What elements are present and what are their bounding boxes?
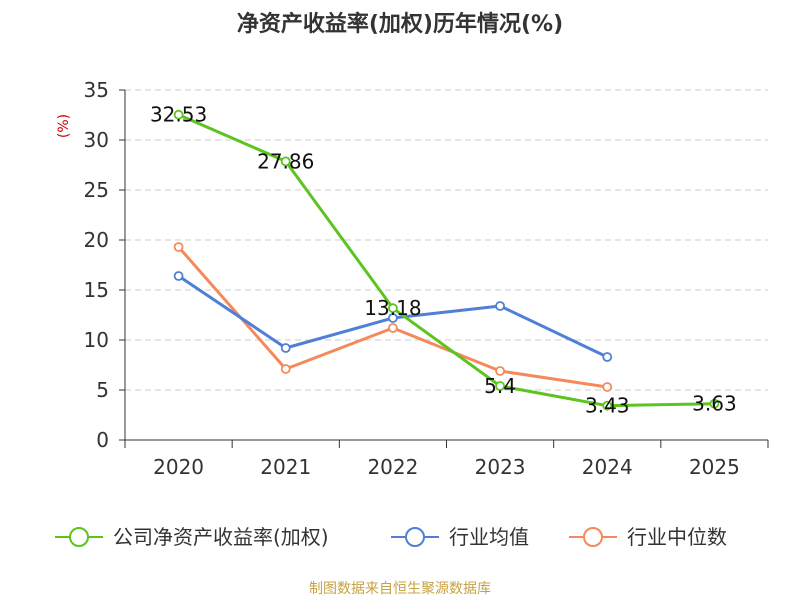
data-point-2 [602, 382, 613, 392]
data-label: 3.43 [585, 394, 630, 418]
x-tick-label: 2023 [475, 455, 526, 479]
data-label: 27.86 [257, 149, 314, 173]
chart-title: 净资产收益率(加权)历年情况(%) [236, 12, 564, 37]
data-point-0 [173, 109, 184, 120]
data-point-1 [602, 352, 613, 362]
data-label: 5.4 [484, 374, 516, 398]
legend-label: 行业中位数 [627, 525, 727, 549]
data-point-1 [280, 343, 291, 353]
grid-lines [125, 89, 768, 391]
y-tick-label: 30 [84, 128, 109, 152]
y-tick-label: 15 [84, 278, 109, 302]
series-line-0 [177, 113, 715, 408]
data-point-0 [602, 400, 613, 411]
data-label: 3.63 [692, 392, 737, 416]
y-tick-label: 10 [84, 328, 109, 352]
data-point-1 [388, 313, 398, 323]
source-note: 制图数据来自恒生聚源数据库 [309, 581, 491, 597]
legend-marker [405, 527, 425, 547]
legend-marker [583, 527, 603, 547]
data-point-2 [388, 323, 398, 333]
data-label: 13.18 [364, 296, 421, 320]
y-tick-label: 35 [84, 78, 109, 102]
data-point-2 [280, 364, 291, 374]
data-point-1 [495, 301, 505, 311]
data-labels: 32.53 27.86 13.18 5.4 3.43 3.63 [150, 103, 737, 418]
data-point-1 [173, 271, 184, 281]
y-tick-label: 20 [84, 228, 109, 252]
x-tick-label: 2021 [260, 455, 311, 479]
series-lines [173, 109, 720, 411]
data-point-0 [280, 156, 291, 167]
data-label: 32.53 [150, 103, 207, 127]
data-point-0 [495, 381, 505, 391]
x-tick-label: 2025 [689, 455, 740, 479]
legend: 公司净资产收益率(加权) 行业均值 行业中位数 [55, 525, 727, 549]
x-tick-label: 2024 [582, 455, 633, 479]
y-tick-label: 25 [84, 178, 109, 202]
y-axis-label: (%) [56, 114, 72, 138]
legend-label: 公司净资产收益率(加权) [113, 525, 329, 549]
data-point-2 [495, 366, 505, 376]
y-tick-label: 0 [96, 428, 109, 452]
x-tick-label: 2020 [153, 455, 204, 479]
data-point-2 [173, 242, 184, 252]
legend-label: 行业均值 [449, 525, 529, 549]
data-point-0 [388, 303, 398, 314]
data-point-0 [709, 398, 720, 409]
legend-marker [69, 527, 89, 547]
x-tick-label: 2022 [367, 455, 418, 479]
y-tick-label: 5 [96, 378, 109, 402]
